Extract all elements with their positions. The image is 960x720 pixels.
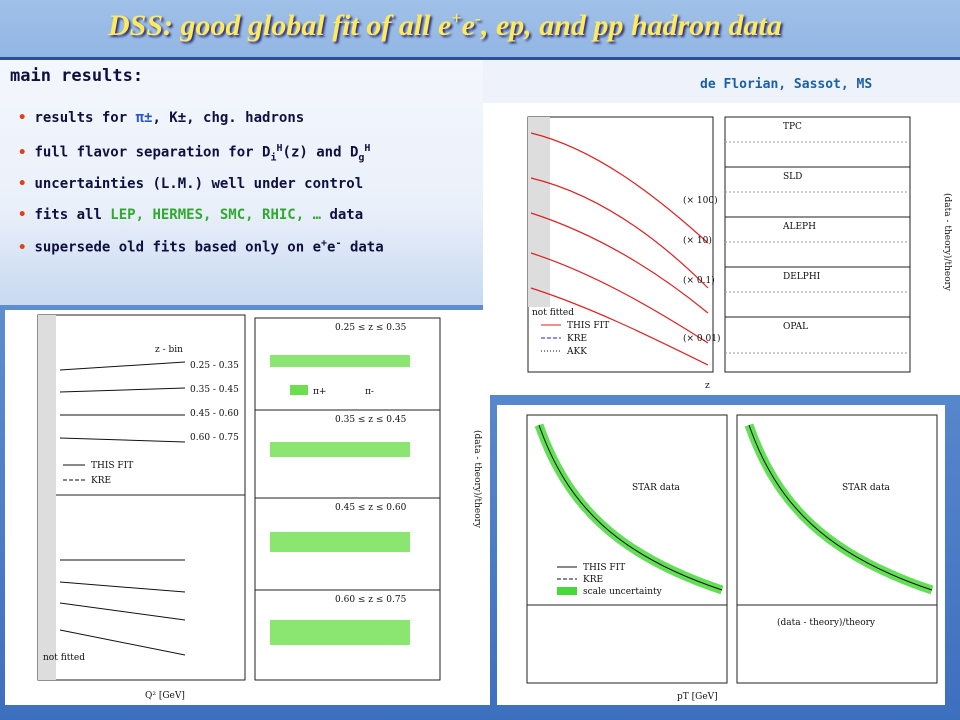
- pion-legend-label: π-: [365, 387, 374, 397]
- subtitle: main results:: [10, 66, 144, 86]
- bullet: results for π±, K±, chg. hadrons: [18, 110, 304, 126]
- text-segment: fits all: [34, 207, 111, 223]
- legend-label: KRE: [583, 575, 603, 585]
- legend-label: scale uncertainty: [583, 587, 663, 597]
- legend-label: THIS FIT: [91, 461, 133, 471]
- z-range-label: 0.60 ≤ z ≤ 0.75: [335, 595, 407, 605]
- text-segment: e: [327, 239, 336, 256]
- text-segment: results for: [34, 110, 136, 126]
- plot-frame: [526, 604, 728, 684]
- ratio-label: (data - theory)/theory: [942, 193, 953, 292]
- text-segment: uncertainties (L.M.) well under control: [34, 176, 364, 192]
- experiment-label: TPC: [783, 122, 802, 132]
- text-segment: g: [358, 152, 365, 164]
- data-label: STAR data: [632, 483, 681, 493]
- text-segment: +: [321, 238, 328, 249]
- pion-legend-swatch: [290, 385, 308, 395]
- experiment-label: SLD: [783, 172, 802, 182]
- z-range-label: 0.25 ≤ z ≤ 0.35: [335, 323, 407, 333]
- ratio-panels: [254, 317, 441, 681]
- figure-ee: not fitted (× 100) (× 10) (× 0.1) (× 0.0…: [483, 103, 960, 395]
- z-bin-label: z - bin: [155, 345, 183, 355]
- x-label: pT [GeV]: [677, 692, 718, 702]
- plot-frame: [736, 604, 938, 684]
- not-fitted-label: not fitted: [532, 308, 574, 318]
- experiment-label: ALEPH: [782, 222, 816, 232]
- text-segment: -: [474, 8, 481, 28]
- legend-label: AKK: [566, 347, 587, 357]
- not-fitted-shade: [38, 315, 56, 680]
- legend-label: KRE: [567, 334, 587, 344]
- z-range-label: 0.35 ≤ z ≤ 0.45: [335, 415, 407, 425]
- bin-label: 0.60 - 0.75: [190, 433, 239, 443]
- text-segment: full flavor separation for D: [34, 144, 271, 161]
- fit-curves: [538, 424, 933, 591]
- credit: de Florian, Sassot, MS: [700, 77, 873, 92]
- x-label: z: [705, 381, 710, 391]
- experiment-label: DELPHI: [783, 272, 821, 282]
- legend-label: THIS FIT: [567, 321, 609, 331]
- bin-label: 0.25 - 0.35: [190, 361, 239, 371]
- plot-frame: [37, 314, 246, 496]
- text-segment: , ep, and pp hadron data: [480, 9, 782, 42]
- bin-label: 0.45 - 0.60: [190, 409, 239, 419]
- ratio-label: (data - theory)/theory: [777, 617, 876, 628]
- bullet: supersede old fits based only on e+e- da…: [18, 238, 384, 256]
- figure-star: STAR data STAR data THIS FIT KRE scale u…: [497, 405, 945, 705]
- not-fitted-label: not fitted: [43, 653, 85, 663]
- fit-curves: [59, 361, 186, 656]
- experiment-label: OPAL: [783, 322, 808, 332]
- text-segment: π±: [135, 110, 153, 126]
- text-segment: data: [341, 239, 384, 256]
- text-segment: H: [276, 143, 283, 154]
- bullet: fits all LEP, HERMES, SMC, RHIC, … data: [18, 207, 363, 223]
- z-range-label: 0.45 ≤ z ≤ 0.60: [335, 503, 407, 513]
- text-segment: i: [270, 152, 277, 164]
- text-segment: DSS: good global fit of all e: [108, 9, 452, 42]
- data-label: STAR data: [842, 483, 891, 493]
- scale-label: (× 0.01): [683, 333, 720, 344]
- text-segment: data: [321, 207, 364, 223]
- pion-legend-label: π+: [313, 387, 326, 397]
- scale-label: (× 10): [683, 235, 712, 246]
- slide-title: DSS: good global fit of all e+e-, ep, an…: [108, 8, 958, 43]
- not-fitted-shade: [528, 117, 550, 307]
- x-label: Q² [GeV]: [145, 691, 185, 701]
- legend-label: THIS FIT: [583, 563, 625, 573]
- text-segment: -: [335, 238, 342, 249]
- text-segment: , K±, chg. hadrons: [152, 110, 305, 126]
- legend-swatch: [557, 587, 577, 595]
- scale-label: (× 0.1): [683, 275, 715, 286]
- bullet: full flavor separation for DiH(z) and Dg…: [18, 143, 370, 163]
- text-segment: e: [461, 9, 475, 42]
- text-segment: (z) and D: [282, 144, 359, 161]
- legend-label: KRE: [91, 476, 111, 486]
- text-segment: +: [451, 8, 462, 28]
- figure-dis: z - bin 0.25 - 0.35 0.35 - 0.45 0.45 - 0…: [5, 310, 490, 705]
- bin-label: 0.35 - 0.45: [190, 385, 239, 395]
- title-rule: [0, 57, 960, 60]
- ratio-panels: [724, 116, 911, 373]
- text-segment: supersede old fits based only on e: [34, 239, 322, 256]
- text-segment: LEP, HERMES, SMC, RHIC, …: [110, 207, 322, 223]
- bullet: uncertainties (L.M.) well under control: [18, 176, 363, 192]
- text-segment: H: [364, 143, 371, 154]
- credit-area: [483, 60, 960, 103]
- ratio-label: (data - theory)/theory: [472, 430, 483, 529]
- fit-curves: [530, 132, 709, 366]
- scale-label: (× 100): [683, 195, 718, 206]
